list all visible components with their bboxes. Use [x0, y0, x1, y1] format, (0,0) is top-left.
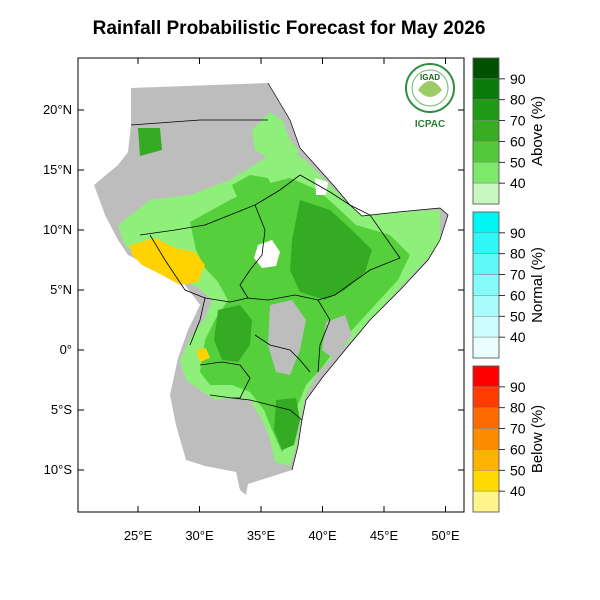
above-colorbar-swatch: [472, 141, 500, 163]
lat-tick-label: 5°N: [50, 282, 72, 297]
lon-tick-label: 25°E: [124, 528, 153, 543]
no-data-tanzania-south: [182, 400, 270, 466]
below-colorbar-swatch: [472, 386, 500, 408]
lon-tick-label: 40°E: [308, 528, 337, 543]
border-tanzania-south: [209, 394, 303, 421]
above-colorbar-label: 40: [510, 175, 526, 191]
normal-colorbar-label: 80: [510, 246, 526, 262]
below-colorbar-swatch: [472, 449, 500, 471]
forecast-regions: [94, 83, 448, 495]
lon-tick-label: 45°E: [370, 528, 399, 543]
below-colorbar-swatch: [472, 470, 500, 492]
normal-colorbar-swatch: [472, 253, 500, 275]
normal-colorbar-swatch: [472, 211, 500, 234]
logo-bottom-text: ICPAC: [415, 119, 445, 130]
below-colorbar-label: 90: [510, 379, 526, 395]
below-colorbar-swatch: [472, 365, 500, 388]
below-colorbar-swatch: [472, 428, 500, 450]
below-colorbar-swatch: [472, 407, 500, 429]
above-colorbar-label: 90: [510, 71, 526, 87]
above-colorbar-label: 50: [510, 154, 526, 170]
lat-tick-label: 10°S: [44, 462, 73, 477]
above-colorbar-frame: [472, 57, 500, 205]
above-colorbar-swatch: [472, 78, 500, 100]
border-rwanda-burundi: [199, 361, 251, 399]
lat-tick-label: 15°N: [43, 162, 72, 177]
normal-colorbar-swatch: [472, 336, 500, 359]
map-title: Rainfall Probabilistic Forecast for May …: [92, 18, 486, 39]
below-colorbar-title: Below (%): [529, 405, 546, 473]
normal-colorbar-label: 90: [510, 225, 526, 241]
no-forecast-patch-ethiopia: [254, 240, 280, 268]
normal-colorbar-swatch: [472, 295, 500, 317]
below-colorbar-label: 70: [510, 421, 526, 437]
normal-colorbar-frame: [472, 211, 500, 359]
below-colorbar-label: 80: [510, 400, 526, 416]
border-uganda-tanzania: [254, 334, 311, 373]
lon-tick-label: 50°E: [431, 528, 460, 543]
above-colorbar-title: Above (%): [529, 96, 546, 166]
lon-tick-label: 35°E: [247, 528, 276, 543]
above-colorbar-swatch: [472, 182, 500, 205]
logo-top-text: IGAD: [420, 73, 440, 82]
above-colorbar-swatch: [472, 99, 500, 121]
border-central-africa: [149, 234, 206, 346]
normal-colorbar-label: 40: [510, 329, 526, 345]
below-colorbar-frame: [472, 365, 500, 513]
above-60-area: [290, 200, 372, 300]
below-colorbar-label: 40: [510, 483, 526, 499]
no-forecast-patch-eritrea: [315, 178, 328, 195]
coastline-outline: [267, 82, 449, 471]
above-60-area-east-congo: [214, 305, 252, 362]
normal-colorbar-label: 60: [510, 287, 526, 303]
below-colorbar-swatch: [472, 490, 500, 513]
below-colorbar-label: 60: [510, 441, 526, 457]
normal-colorbar-label: 50: [510, 308, 526, 324]
border-sudan-egypt: [130, 119, 268, 126]
globe-icon: [418, 81, 442, 97]
above-colorbar-label: 80: [510, 92, 526, 108]
above-colorbar-swatch: [472, 57, 500, 80]
normal-colorbar-swatch: [472, 316, 500, 338]
border-sudan-south-sudan: [139, 174, 301, 236]
below-40-area: [130, 238, 205, 285]
above-colorbar-swatch: [472, 120, 500, 142]
no-data-east-kenya: [322, 315, 352, 360]
lat-tick-label: 5°S: [51, 402, 72, 417]
border-kenya: [247, 294, 331, 373]
lon-tick-label: 30°E: [185, 528, 214, 543]
country-borders: [130, 119, 401, 421]
lat-tick-label: 0°: [60, 342, 72, 357]
above-60-area-sudan-west: [138, 128, 162, 156]
axis-tick-labels: 20°N 15°N 10°N 5°N 0° 5°S 10°S 25°E 30°E 35°E 40°E…: [43, 102, 460, 543]
above-colorbar-swatch: [472, 162, 500, 184]
normal-colorbar-label: 70: [510, 267, 526, 283]
border-ethiopia-somalia: [299, 174, 401, 301]
lat-tick-label: 20°N: [43, 102, 72, 117]
below-40-area-small: [196, 348, 210, 362]
border-south-sudan-uganda: [204, 297, 249, 303]
axis-ticks: [78, 58, 464, 512]
lat-tick-label: 10°N: [43, 222, 72, 237]
border-ethiopia-west: [239, 204, 266, 299]
normal-colorbar-swatch: [472, 232, 500, 254]
below-colorbar-label: 50: [510, 462, 526, 478]
above-colorbar-label: 70: [510, 113, 526, 129]
igad-icpac-logo: IGAD ICPAC: [405, 63, 455, 130]
above-colorbar-label: 60: [510, 133, 526, 149]
above-50-area-sudan: [232, 175, 276, 205]
normal-colorbar-swatch: [472, 274, 500, 296]
normal-colorbar-title: Normal (%): [529, 247, 546, 323]
above-40-area-north: [252, 112, 300, 160]
above-60-area-tanzania: [274, 398, 300, 450]
